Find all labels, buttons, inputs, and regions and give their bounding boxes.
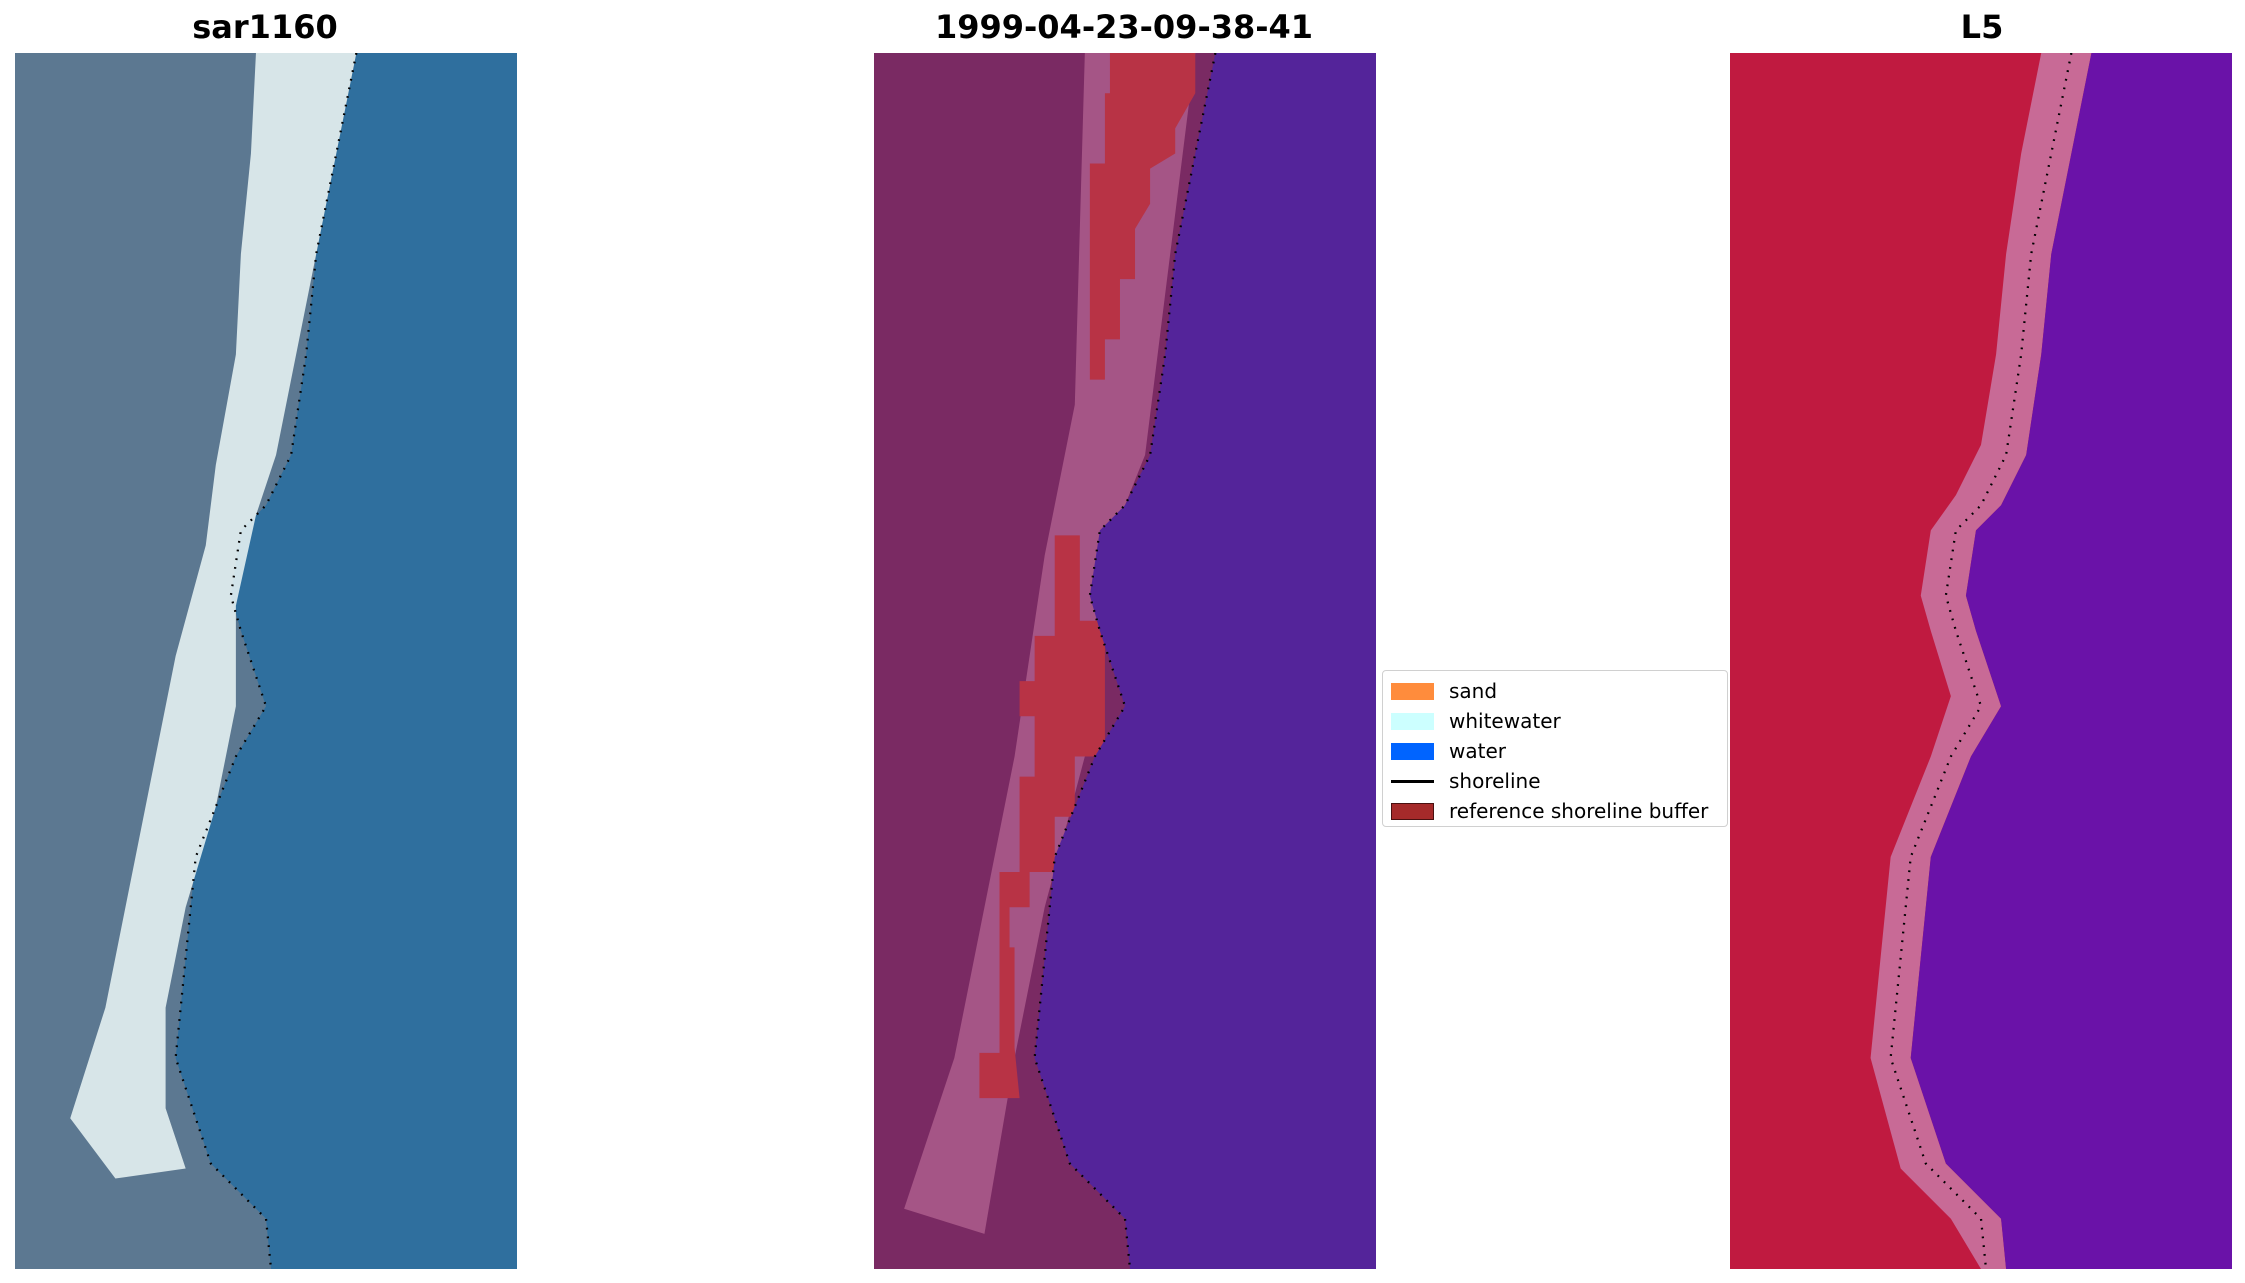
index-water-area [1910, 53, 2232, 1269]
classified-water-area [1034, 53, 1376, 1269]
legend-item-whitewater: whitewater [1391, 709, 1561, 733]
buffer-swatch [1391, 802, 1434, 820]
legend-label-water: water [1449, 739, 1506, 763]
legend-item-shoreline: shoreline [1391, 769, 1541, 793]
rgb-water-area [175, 53, 517, 1269]
rgb-shoreline-dots [174, 53, 358, 1269]
water-swatch [1391, 742, 1434, 760]
rgb-satellite-image [15, 53, 517, 1269]
panel-title-index: L5 [1960, 8, 2004, 46]
whitewater-swatch [1391, 712, 1434, 730]
index-transition-band [1870, 53, 2092, 1269]
classified-buffer-bottom [979, 535, 1105, 1099]
panel-title-classified: 1999-04-23-09-38-41 [934, 8, 1314, 46]
legend-label-reference-buffer: reference shoreline buffer [1449, 799, 1709, 823]
legend-label-whitewater: whitewater [1449, 709, 1561, 733]
rgb-beach-strip [70, 53, 357, 1179]
legend-label-sand: sand [1449, 679, 1498, 703]
index-image [1730, 53, 2232, 1269]
sand-swatch [1391, 682, 1434, 700]
legend-item-sand: sand [1391, 679, 1497, 703]
classified-shoreline-dots [1033, 53, 1217, 1269]
index-shoreline-dots [1889, 53, 2073, 1269]
shoreline-line-swatch [1391, 779, 1434, 783]
legend-item-reference-buffer: reference shoreline buffer [1391, 799, 1708, 823]
classified-image [874, 53, 1376, 1269]
legend-item-water: water [1391, 739, 1506, 763]
legend-label-shoreline: shoreline [1449, 769, 1541, 793]
panel-title-rgb: sar1160 [192, 8, 338, 46]
legend: sand whitewater water shoreline referenc… [1382, 670, 1728, 827]
